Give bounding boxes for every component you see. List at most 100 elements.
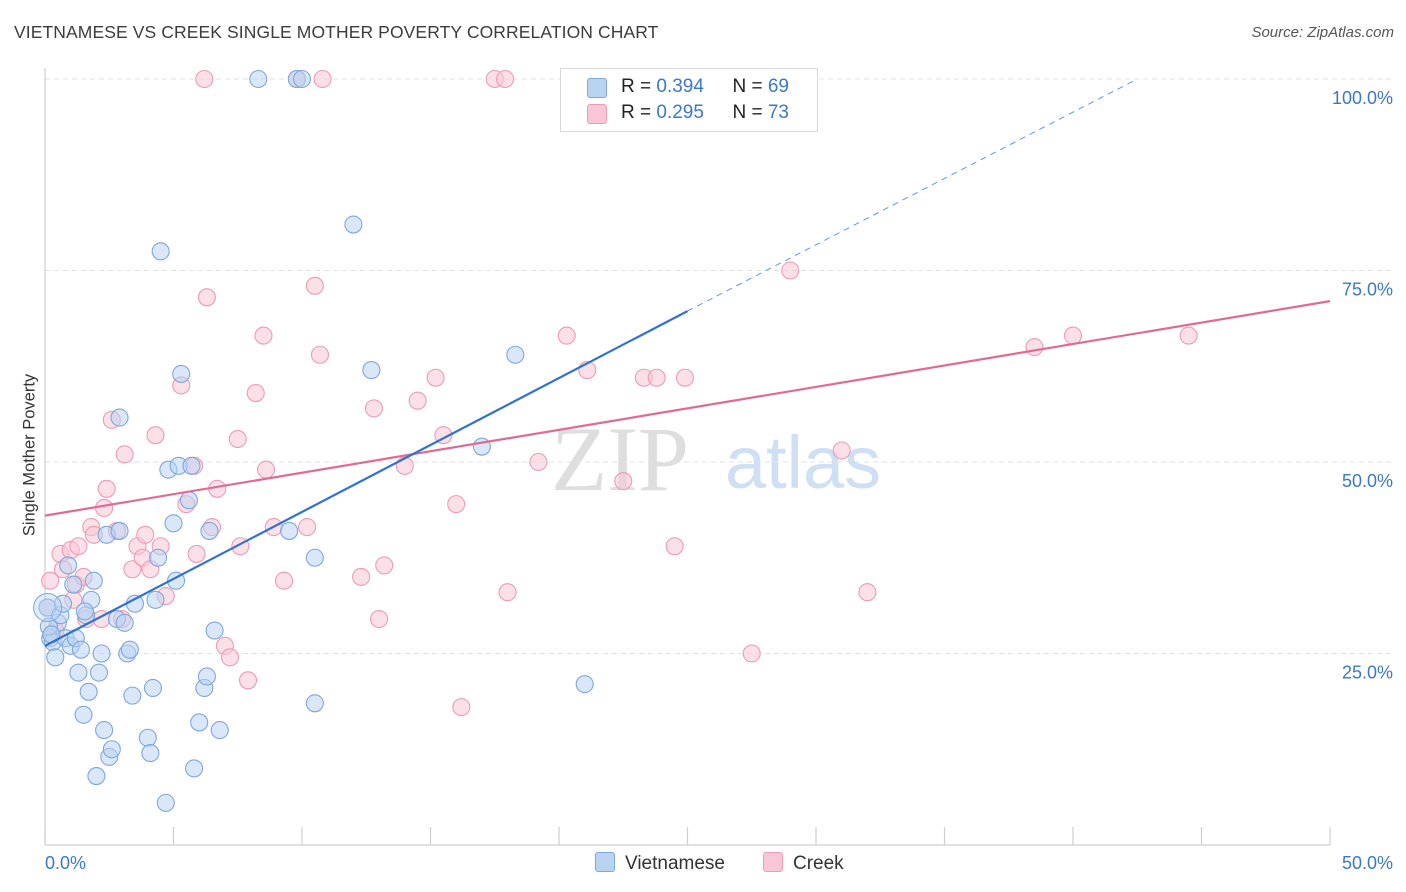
vietnamese-point [305,548,324,567]
y-tick-label: 25.0% [1342,663,1393,683]
vietnamese-point [362,361,381,380]
y-axis-label: Single Mother Poverty [20,373,39,537]
creek-point [220,648,240,667]
creek-point [256,460,276,479]
vietnamese-point [115,613,134,632]
creek-point [95,498,114,518]
vietnamese-point [156,793,175,812]
creek-point [187,544,206,563]
vietnamese-point [190,713,209,732]
vietnamese-trend-extension [687,78,1138,312]
vietnamese-point [89,663,109,682]
creek-points [38,69,1198,717]
creek-point [123,560,142,579]
vietnamese-point [59,556,78,575]
vietnamese-point [102,740,121,759]
vietnamese-point [84,571,103,590]
creek-point [447,495,466,514]
source-credit: Source: ZipAtlas.com [1251,24,1394,41]
creek-point [352,567,371,586]
creek-point [238,671,258,690]
x-tick-label: 50.0% [1342,853,1393,873]
grid-lines [45,78,1395,654]
creek-point [97,479,116,498]
creek-point [742,644,761,663]
legend-item-creek: Creek [763,852,844,875]
creek-point [305,276,324,295]
vietnamese-point [292,69,312,89]
creek-point [41,571,60,590]
n-label: N = [732,102,768,123]
vietnamese-point [149,548,168,567]
creek-point [665,537,684,556]
vietnamese-point [120,640,139,659]
creek-point [370,609,389,629]
vietnamese-point [200,521,219,540]
vietnamese-point [110,521,129,540]
vietnamese-point [506,345,525,364]
legend-label: Vietnamese [625,853,725,874]
vietnamese-point [138,728,157,747]
creek-point [228,429,247,449]
creek-swatch [763,852,783,872]
creek-point [614,472,633,491]
n-value: 73 [767,102,789,123]
y-tick-label: 75.0% [1342,280,1393,300]
vietnamese-point [151,242,170,261]
creek-point [136,525,155,544]
axes [44,68,1331,846]
stats-legend: R = 0.394 N = 69 R = 0.295 N = 73 [560,68,818,132]
tick-labels: 25.0% 50.0% 75.0% 100.0% 0.0% 50.0% [45,88,1393,873]
vietnamese-point [79,682,98,701]
vietnamese-point [123,686,142,705]
vietnamese-point [143,678,162,698]
creek-point [115,445,134,464]
vietnamese-point [33,593,63,623]
vietnamese-point [575,675,594,694]
creek-point [254,326,273,345]
vietnamese-point [71,640,91,659]
creek-point [858,583,877,602]
creek-trend-line [44,300,1331,517]
creek-point [452,698,471,717]
vietnamese-point [179,491,198,510]
vietnamese-swatch [587,78,607,98]
r-value: 0.394 [656,76,704,97]
creek-point [197,288,216,307]
vietnamese-point [141,744,160,763]
watermark-zip: ZIP [551,408,689,510]
vietnamese-point [146,590,165,609]
vietnamese-point [46,648,65,667]
vietnamese-point [249,69,268,89]
creek-point [375,556,394,575]
creek-point [195,69,214,89]
vietnamese-points [33,69,594,812]
creek-point [498,583,517,602]
vietnamese-point [172,364,191,383]
trend-lines [44,78,1331,647]
creek-point [426,368,445,387]
chart-title: VIETNAMESE VS CREEK SINGLE MOTHER POVERT… [14,22,659,42]
vietnamese-point [110,408,129,427]
creek-point [395,456,414,475]
creek-point [1025,338,1044,357]
vietnamese-point [75,602,94,621]
creek-point [557,326,576,345]
vietnamese-point [87,767,106,786]
creek-point [408,391,427,410]
creek-point [146,426,165,445]
n-value: 69 [767,76,789,97]
vietnamese-trend-line [44,310,689,647]
creek-point [781,261,800,280]
creek-point [529,452,548,472]
vietnamese-point [197,667,216,686]
vietnamese-point [74,705,93,724]
vietnamese-swatch [595,852,615,872]
r-label: R = [621,76,657,97]
vietnamese-point [95,721,114,740]
vietnamese-point [205,621,224,640]
creek-point [246,384,265,403]
n-label: N = [732,76,768,97]
r-label: R = [621,102,657,123]
creek-point [310,345,330,364]
